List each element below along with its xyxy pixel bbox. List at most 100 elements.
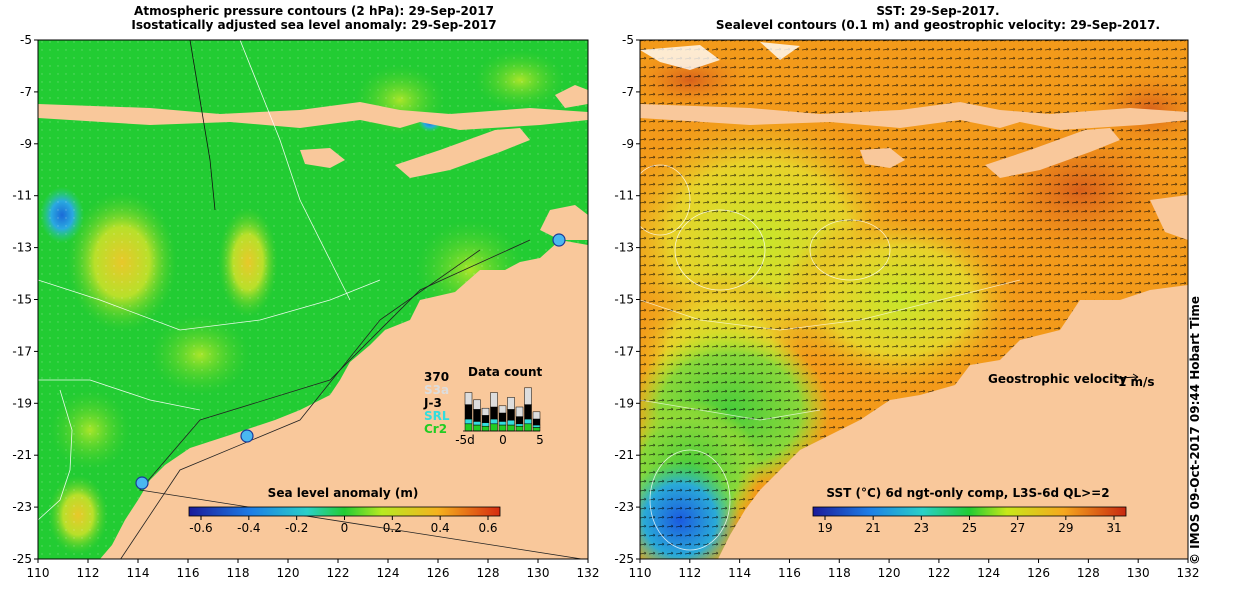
sst-colorbar-tick-label: 31 (1106, 521, 1121, 535)
data-count-bar (524, 418, 532, 425)
data-count-bar (532, 427, 541, 432)
sst-map (640, 40, 1188, 559)
sla-colorbar-tick-label: 0 (341, 521, 349, 535)
right-y-tick-label: -5 (622, 33, 634, 47)
sst-colorbar-tick-label: 29 (1058, 521, 1073, 535)
velocity-scale: 1 m/s (1118, 375, 1155, 389)
data-count-inset: Data count 370 S3a J-3 SRL Cr2 -5d 0 5 (423, 365, 544, 447)
sla-colorbar-tick-label: -0.6 (189, 521, 212, 535)
data-count-title: Data count (468, 365, 543, 379)
left-y-tick-label: -23 (12, 500, 32, 514)
data-count-bar (481, 425, 490, 432)
data-count-bar (498, 405, 507, 414)
data-count-bar (481, 415, 490, 423)
sla-colorbar-title: Sea level anomaly (m) (268, 486, 419, 500)
data-count-bar (498, 412, 507, 422)
right-y-tick-label: -15 (614, 293, 634, 307)
timor-island (395, 128, 530, 178)
left-y-tick-label: -19 (12, 396, 32, 410)
sst-colorbar-title: SST (°C) 6d ngt-only comp, L3S-6d QL>=2 (826, 486, 1109, 500)
sst-nusa-tenggara-islands (640, 102, 1188, 130)
data-count-bar (464, 423, 473, 432)
sla-colorbar-tick-label: 0.6 (478, 521, 497, 535)
sla-colorbar-tick-label: -0.2 (285, 521, 308, 535)
left-x-tick-label: 132 (577, 566, 600, 580)
right-y-tick-label: -7 (622, 85, 634, 99)
sst-colorbar: SST (°C) 6d ngt-only comp, L3S-6d QL>=2 … (812, 486, 1127, 535)
data-count-bar (473, 421, 481, 426)
left-y-tick-label: -9 (20, 137, 32, 151)
data-count-bar (532, 411, 541, 420)
left-y-tick-label: -5 (20, 33, 32, 47)
data-count-bar (532, 424, 541, 428)
left-x-tick-label: 128 (477, 566, 500, 580)
left-x-tick-label: 110 (27, 566, 50, 580)
left-y-tick-label: -13 (12, 241, 32, 255)
right-x-tick-label: 122 (927, 566, 950, 580)
left-x-tick-label: 120 (277, 566, 300, 580)
sst-colorbar-tick-label: 21 (866, 521, 881, 535)
left-y-tick-label: -21 (12, 448, 32, 462)
sla-colorbar: Sea level anomaly (m) -0.6 -0.4 -0.2 0 0.2 0.… (188, 486, 501, 535)
left-x-tick-label: 112 (77, 566, 100, 580)
data-count-bar (507, 409, 515, 421)
right-x-tick-label: 132 (1177, 566, 1200, 580)
right-x-tick-label: 110 (629, 566, 652, 580)
right-x-tick-label: 120 (878, 566, 901, 580)
left-x-tick-label: 118 (227, 566, 250, 580)
mission-s3a: S3a (424, 383, 449, 397)
right-y-tick-label: -17 (614, 344, 634, 358)
left-y-tick-label: -7 (20, 85, 32, 99)
right-y-tick-label: -21 (614, 448, 634, 462)
right-x-tick-label: 116 (778, 566, 801, 580)
data-count-bars (464, 387, 541, 432)
velocity-legend: Geostrophic velocity 1 m/s (988, 372, 1155, 389)
sst-cape-land (1150, 195, 1188, 240)
nusa-tenggara-islands (38, 102, 588, 130)
left-y-tick-label: -17 (12, 344, 32, 358)
data-count-bar (498, 424, 507, 432)
right-x-tick-label: 126 (1027, 566, 1050, 580)
right-y-tick-label: -11 (614, 189, 634, 203)
sla-colorbar-tick-label: 0.4 (431, 521, 450, 535)
data-count-bar (507, 419, 515, 426)
velocity-arrow-icon (1117, 376, 1139, 379)
data-count-bar (464, 418, 473, 425)
right-x-tick-label: 128 (1077, 566, 1100, 580)
dc-axis-0: 0 (499, 433, 507, 447)
data-count-bar (524, 404, 532, 420)
data-count-bar (532, 418, 541, 426)
left-title-line2: Isostatically adjusted sea level anomaly… (131, 18, 497, 32)
dc-axis-minus5: -5d (455, 433, 475, 447)
right-y-tick-label: -9 (622, 137, 634, 151)
data-count-bar (481, 422, 490, 427)
sst-colorbar-tick-label: 25 (962, 521, 977, 535)
data-count-bar (524, 387, 532, 405)
data-count-bar (464, 404, 473, 420)
right-title-line2: Sealevel contours (0.1 m) and geostrophi… (715, 18, 1161, 32)
data-count-bar (507, 397, 515, 410)
mission-j3: J-3 (423, 396, 442, 410)
left-y-tick-label: -11 (12, 189, 32, 203)
sst-colorbar-tick-label: 23 (914, 521, 929, 535)
right-y-tick-label: -13 (614, 241, 634, 255)
right-y-tick-label: -25 (614, 552, 634, 566)
sst-colorbar-tick-label: 27 (1010, 521, 1025, 535)
data-count-bar (515, 425, 524, 432)
right-x-tick-label: 112 (678, 566, 701, 580)
sst-timor-island (985, 128, 1120, 178)
left-x-tick-label: 122 (327, 566, 350, 580)
data-count-bar (473, 399, 481, 410)
sst-colorbar-tick-label: 19 (817, 521, 832, 535)
sla-colorbar-tick-label: -0.4 (237, 521, 260, 535)
right-x-tick-label: 114 (728, 566, 751, 580)
axis-ticks: 110 112 114 116 118 120 122 124 126 128 130 132 -5 -7… (12, 33, 1199, 580)
dc-axis-5: 5 (536, 433, 544, 447)
mission-srl: SRL (424, 409, 450, 423)
cape-york-land (540, 205, 588, 240)
north-islands (555, 85, 588, 108)
data-count-bar (524, 423, 532, 432)
left-title-line1: Atmospheric pressure contours (2 hPa): 2… (134, 4, 494, 18)
sst-sumba-island (860, 148, 905, 168)
